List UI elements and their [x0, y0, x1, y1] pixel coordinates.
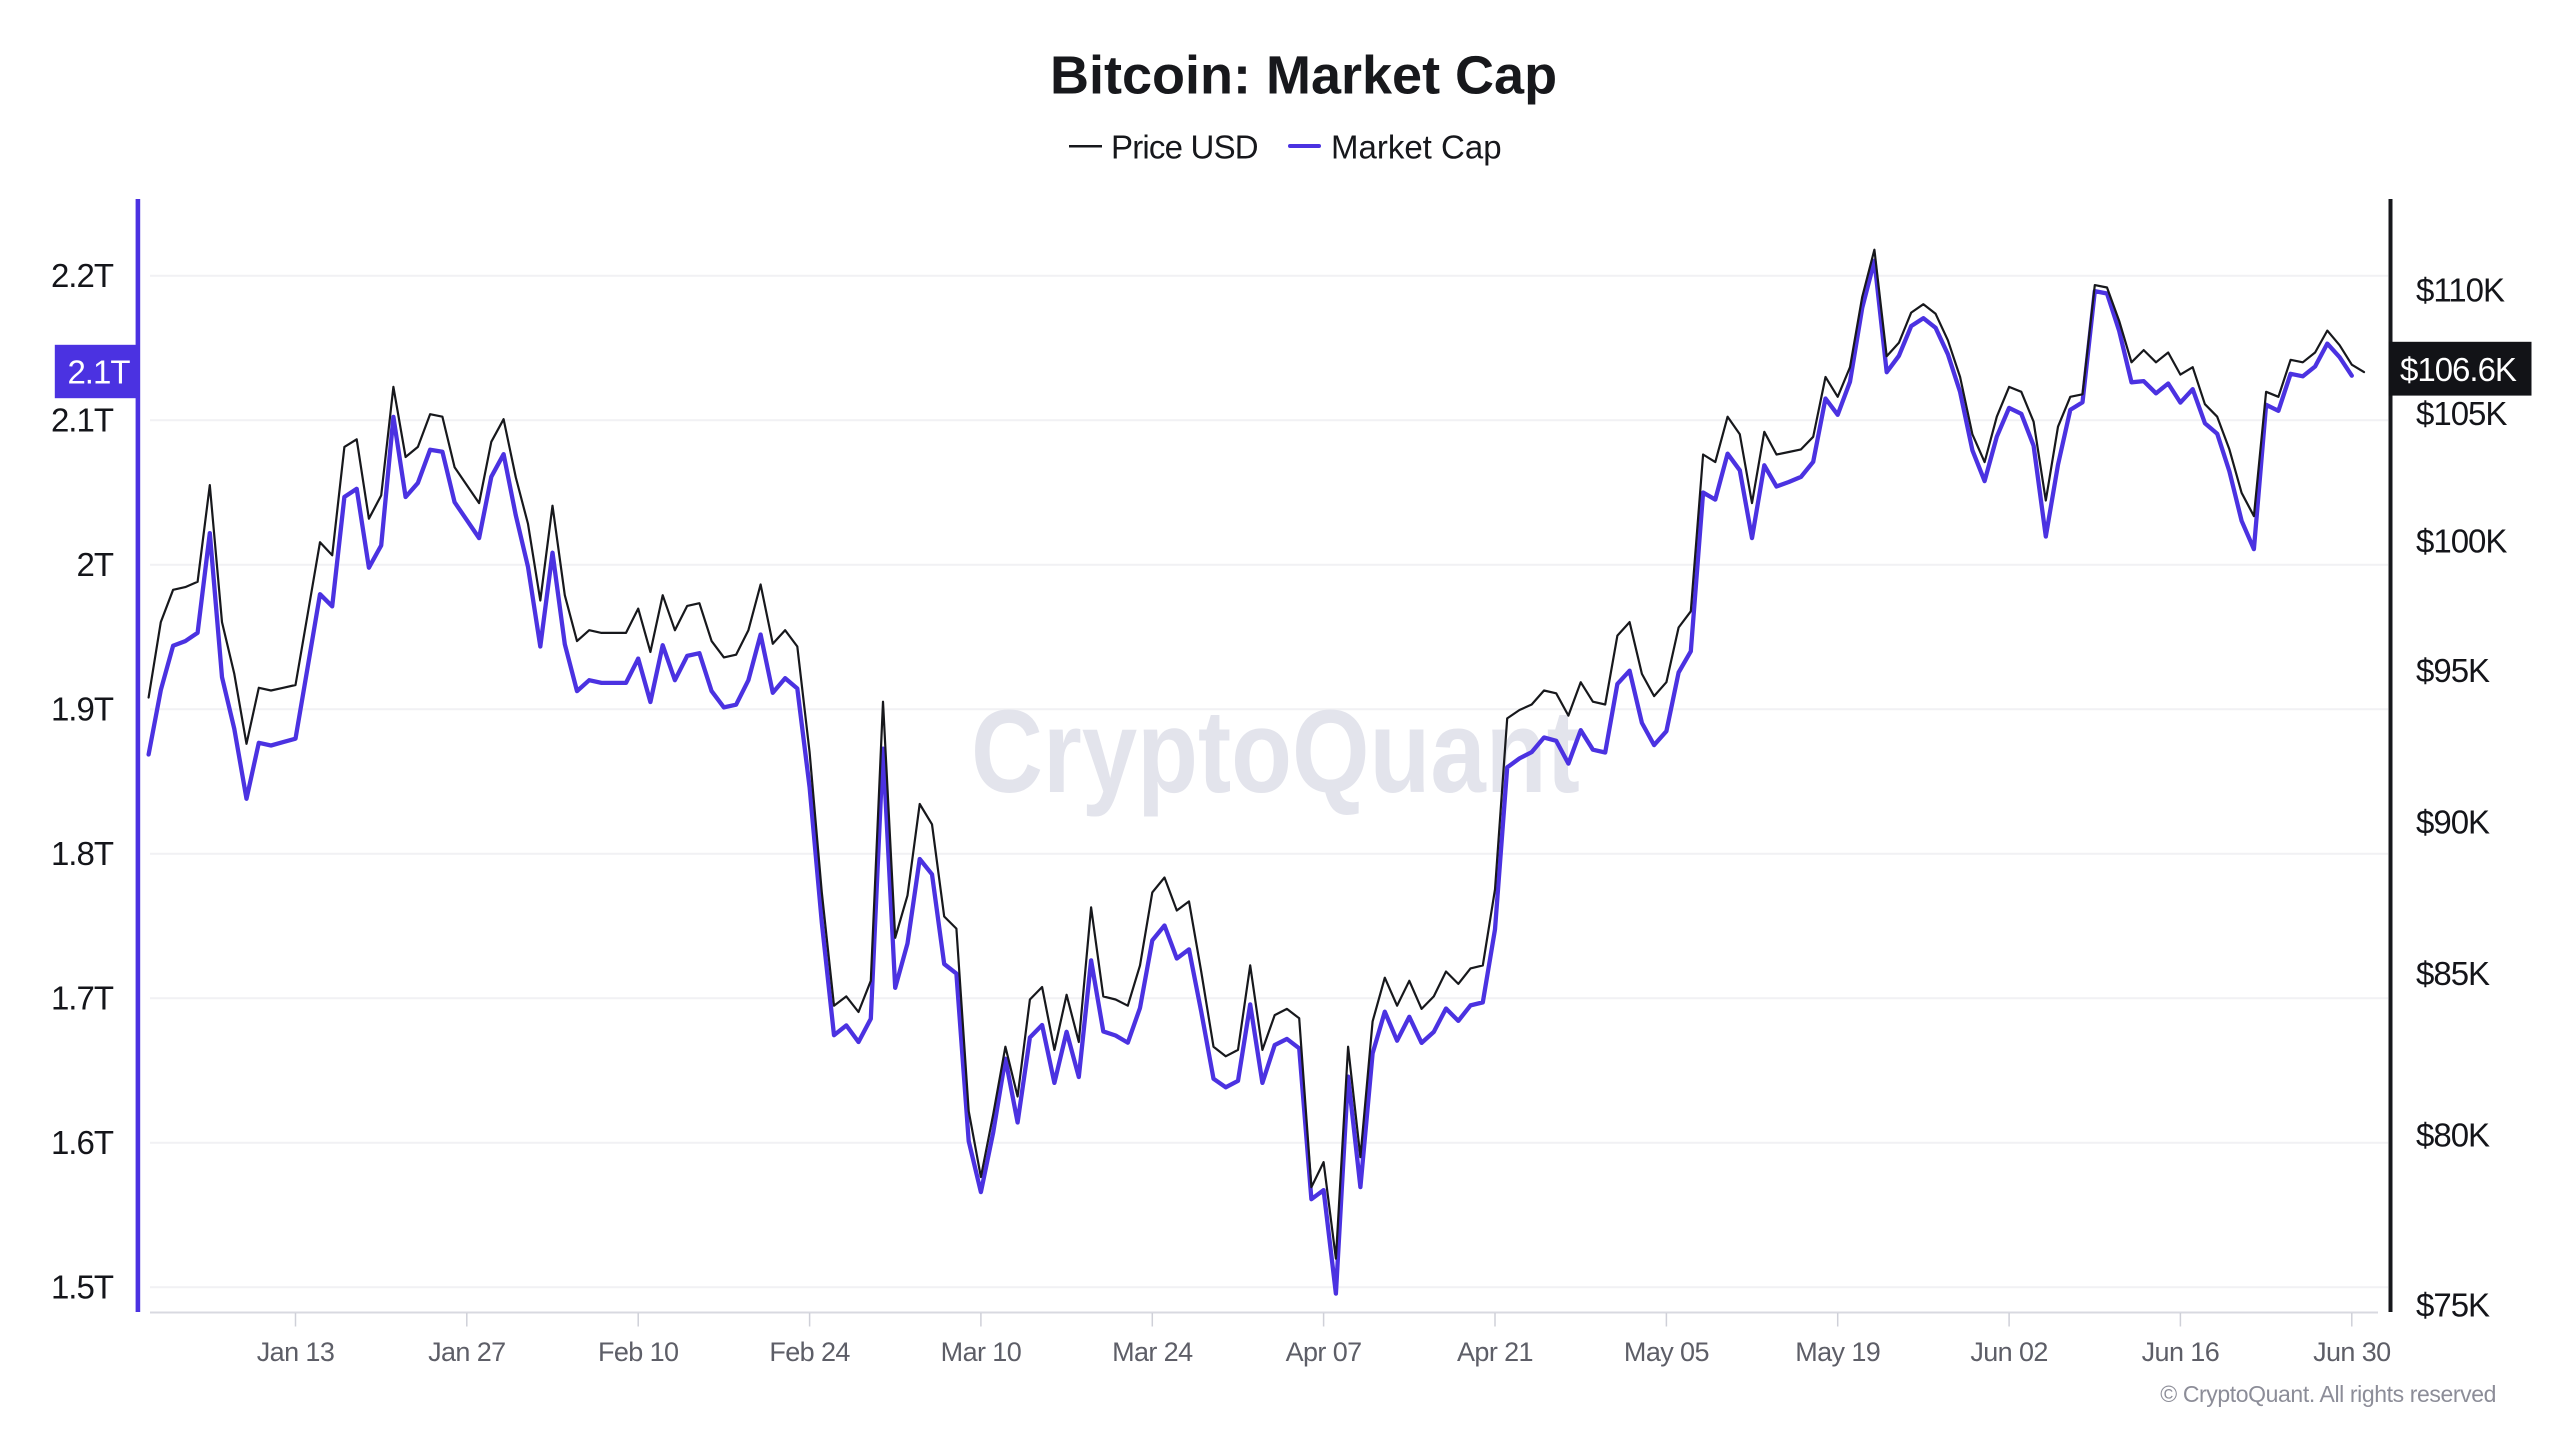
svg-text:$75K: $75K: [2416, 1287, 2490, 1324]
svg-text:$80K: $80K: [2416, 1116, 2490, 1153]
svg-text:CryptoQuant: CryptoQuant: [971, 686, 1580, 818]
svg-text:$106.6K: $106.6K: [2400, 351, 2517, 388]
svg-text:Market Cap: Market Cap: [1331, 129, 1502, 166]
svg-text:Jun 02: Jun 02: [1970, 1337, 2047, 1367]
svg-text:1.9T: 1.9T: [51, 691, 114, 728]
svg-text:2.1T: 2.1T: [67, 353, 130, 390]
svg-text:Feb 10: Feb 10: [598, 1337, 678, 1367]
svg-text:Jun 30: Jun 30: [2313, 1337, 2390, 1367]
svg-text:1.7T: 1.7T: [51, 980, 114, 1017]
svg-text:1.6T: 1.6T: [51, 1124, 114, 1161]
svg-text:$90K: $90K: [2416, 804, 2490, 841]
svg-text:May 05: May 05: [1624, 1337, 1709, 1367]
svg-text:$95K: $95K: [2416, 652, 2490, 689]
svg-text:$100K: $100K: [2416, 523, 2507, 560]
svg-text:$85K: $85K: [2416, 955, 2490, 992]
svg-text:2.2T: 2.2T: [51, 257, 114, 294]
svg-text:1.5T: 1.5T: [51, 1269, 114, 1306]
svg-text:Mar 10: Mar 10: [941, 1337, 1021, 1367]
svg-text:Price USD: Price USD: [1111, 129, 1258, 166]
svg-text:1.8T: 1.8T: [51, 835, 114, 872]
svg-text:Jan 27: Jan 27: [428, 1337, 505, 1367]
svg-text:2T: 2T: [76, 546, 113, 583]
svg-text:$105K: $105K: [2416, 395, 2507, 432]
svg-text:May 19: May 19: [1795, 1337, 1880, 1367]
svg-text:2.1T: 2.1T: [51, 402, 114, 439]
svg-text:Mar 24: Mar 24: [1112, 1337, 1193, 1367]
svg-text:$110K: $110K: [2416, 271, 2505, 308]
svg-text:Bitcoin: Market Cap: Bitcoin: Market Cap: [1050, 46, 1557, 106]
svg-text:Feb 24: Feb 24: [769, 1337, 850, 1367]
svg-text:© CryptoQuant. All rights rese: © CryptoQuant. All rights reserved: [2160, 1381, 2496, 1407]
svg-text:Jun 16: Jun 16: [2142, 1337, 2219, 1367]
svg-text:Jan 13: Jan 13: [257, 1337, 334, 1367]
svg-text:Apr 21: Apr 21: [1457, 1337, 1533, 1367]
svg-text:Apr 07: Apr 07: [1286, 1337, 1362, 1367]
